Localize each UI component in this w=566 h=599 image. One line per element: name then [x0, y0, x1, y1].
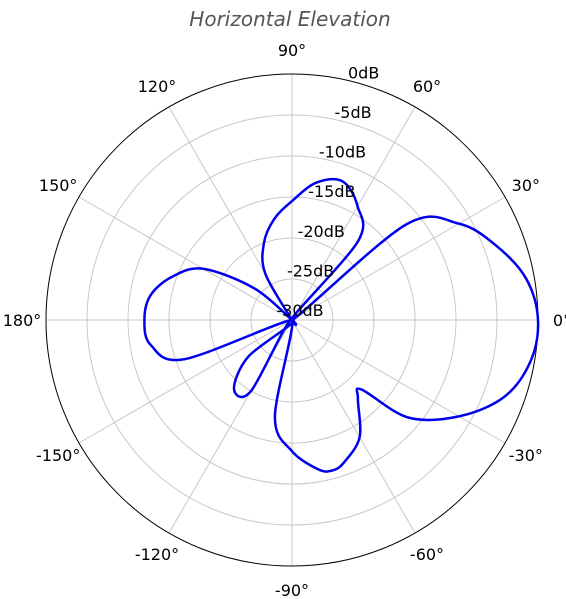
- angular-grid: [46, 74, 538, 566]
- r-tick-label: 0dB: [348, 63, 379, 82]
- r-tick-label: -25dB: [287, 261, 334, 280]
- grid-spoke: [78, 319, 293, 444]
- theta-tick-label: -90°: [275, 581, 309, 599]
- theta-tick-label: 60°: [413, 77, 441, 96]
- r-tick-label: -15dB: [308, 182, 355, 201]
- theta-tick-label: 0°: [553, 311, 566, 330]
- theta-tick-label: 120°: [138, 77, 177, 96]
- r-tick-label: -5dB: [335, 103, 372, 122]
- theta-tick-label: 150°: [39, 176, 78, 195]
- theta-tick-label: 180°: [3, 311, 42, 330]
- theta-tick-label: 30°: [512, 176, 540, 195]
- theta-tick-label: -30°: [509, 446, 543, 465]
- grid-spoke: [291, 106, 416, 321]
- series-line: [143, 177, 540, 473]
- angular-tick-labels: 0° 30° 60° 90° 120° 150° 180° -150° -120° -90° -60…: [3, 41, 566, 599]
- r-tick-label: -30dB: [276, 301, 323, 320]
- radial-tick-labels: 0dB -5dB -10dB -15dB -20dB -25dB -30dB: [276, 63, 379, 320]
- chart-title: Horizontal Elevation: [189, 7, 390, 31]
- theta-tick-label: -60°: [410, 545, 444, 564]
- theta-tick-label: 90°: [278, 41, 306, 60]
- grid-spoke: [291, 319, 416, 534]
- r-tick-label: -10dB: [319, 143, 366, 162]
- r-tick-label: -20dB: [298, 222, 345, 241]
- grid-spoke: [291, 319, 506, 444]
- theta-tick-label: -120°: [135, 545, 179, 564]
- grid-spoke: [291, 196, 506, 321]
- series-layer: [143, 177, 540, 473]
- theta-tick-label: -150°: [36, 446, 80, 465]
- grid-spoke: [78, 196, 293, 321]
